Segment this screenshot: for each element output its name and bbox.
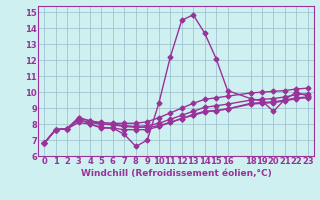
X-axis label: Windchill (Refroidissement éolien,°C): Windchill (Refroidissement éolien,°C) [81, 169, 271, 178]
